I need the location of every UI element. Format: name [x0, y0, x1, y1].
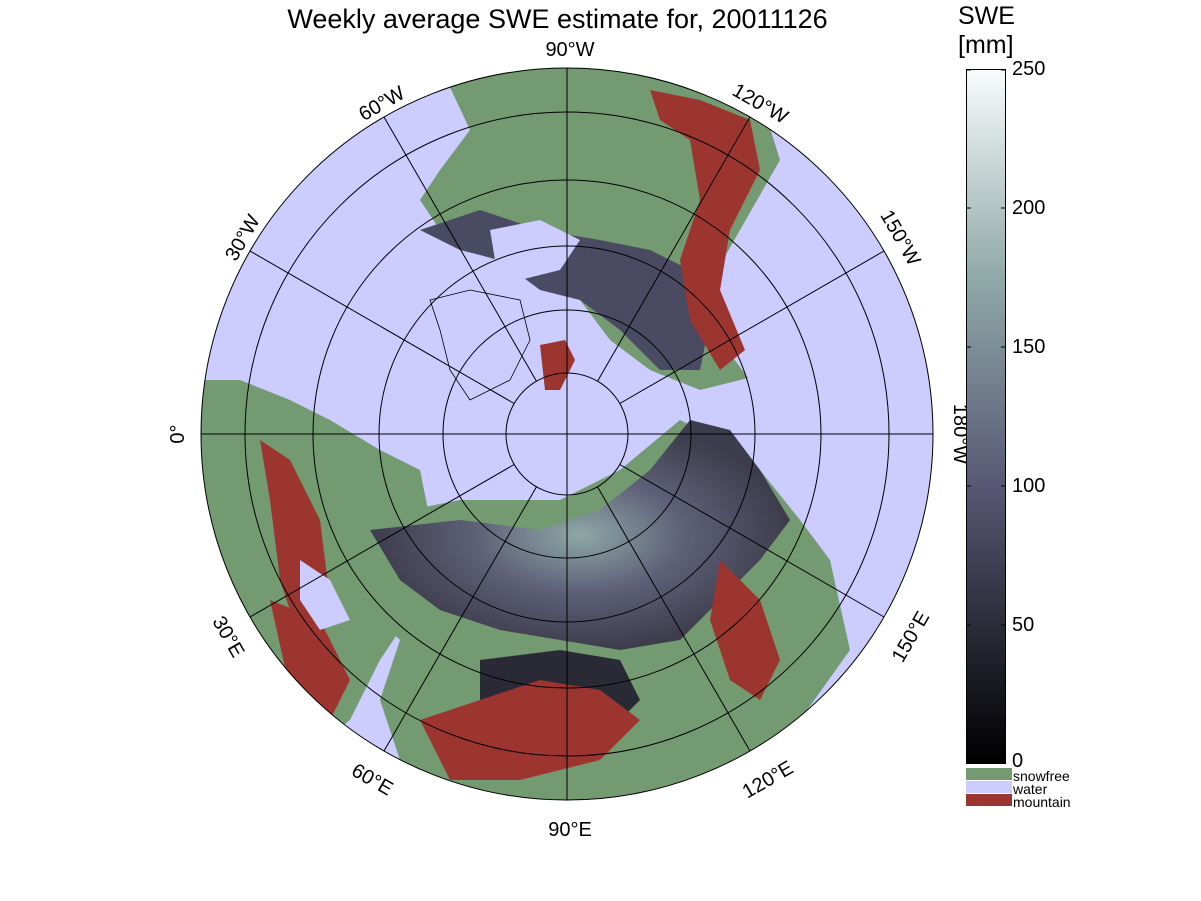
legend-label-water: water — [1013, 781, 1048, 797]
hudson-bay-water — [490, 220, 580, 280]
meridian-lines — [201, 68, 933, 800]
rockies-mountain — [650, 90, 760, 370]
colorbar-title-unit: [mm] — [958, 31, 1014, 59]
colorbar-tick-50: 50 — [1012, 614, 1035, 636]
label-120e: 120°E — [739, 757, 797, 803]
east-asia-mountain — [710, 560, 780, 700]
label-90e: 90°E — [548, 819, 592, 841]
colorbar-tick-100: 100 — [1012, 475, 1046, 497]
colorbar-tick-marks — [966, 69, 1006, 764]
meridian-line — [383, 116, 537, 382]
legend-label-snowfree: snowfree — [1013, 768, 1070, 784]
meridian-line — [619, 464, 885, 618]
meridian-line — [597, 486, 751, 752]
meridian-line — [249, 250, 515, 404]
label-180w: 180°W — [949, 404, 971, 464]
greenland-mountain — [540, 340, 575, 390]
colorbar-tick-0: 0 — [1012, 750, 1024, 772]
meridian-line — [597, 116, 751, 382]
colorbar-tick-250: 250 — [1012, 58, 1046, 80]
label-90w: 90°W — [545, 39, 594, 61]
colorbar-tick-150: 150 — [1012, 336, 1046, 358]
meridian-line — [383, 486, 537, 752]
legend-swatch-snowfree — [966, 768, 1012, 780]
baltic-water — [300, 560, 350, 630]
graticule — [200, 67, 934, 801]
colorbar-title-swe: SWE — [958, 2, 1015, 30]
meridian-line — [619, 250, 885, 404]
swe-colorbar — [966, 69, 1006, 764]
label-150e: 150°E — [888, 608, 934, 666]
legend-swatch-mountain — [966, 794, 1012, 806]
legend-label-mountain: mountain — [1013, 794, 1071, 810]
meridian-line — [249, 464, 515, 618]
himalaya-mountain — [420, 680, 640, 780]
label-30e: 30°E — [208, 613, 249, 662]
colorbar-tick-200: 200 — [1012, 197, 1046, 219]
canada-snow — [420, 210, 710, 370]
label-0: 0° — [167, 424, 189, 443]
legend-swatch-water — [966, 781, 1012, 793]
label-60e: 60°E — [348, 760, 397, 801]
map-title: Weekly average SWE estimate for, 2001112… — [287, 4, 828, 34]
colorbar-title: SWE [mm] — [958, 2, 1015, 60]
